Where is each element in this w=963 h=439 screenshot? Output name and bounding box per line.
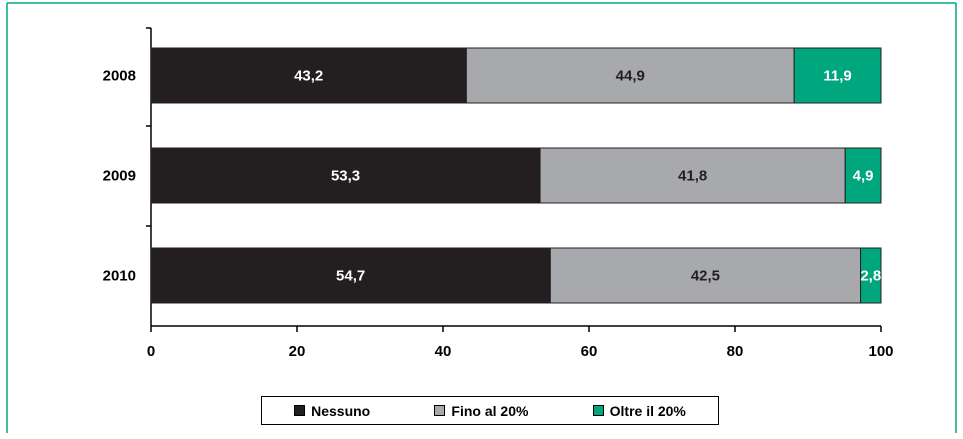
bar-value-label: 54,7 <box>336 268 365 285</box>
bar-value-label: 11,9 <box>823 68 851 85</box>
bar-segment <box>844 147 882 204</box>
chart-legend: Nessuno Fino al 20% Oltre il 20% <box>261 396 719 425</box>
bar-segment <box>150 247 551 304</box>
x-tick-label: 60 <box>581 343 598 360</box>
legend-item-oltre-il-20: Oltre il 20% <box>592 402 686 419</box>
legend-swatch <box>434 405 446 416</box>
legend-swatch <box>592 405 604 416</box>
y-category-label: 2010 <box>103 268 136 285</box>
y-category-label: 2009 <box>103 168 136 185</box>
x-tick-label: 0 <box>147 343 155 360</box>
legend-label: Fino al 20% <box>451 402 529 419</box>
legend-label: Oltre il 20% <box>609 402 686 419</box>
x-tick-label: 80 <box>727 343 744 360</box>
y-category-label: 2008 <box>103 68 136 85</box>
legend-label: Nessuno <box>311 402 371 419</box>
bar-value-label: 43,2 <box>294 68 323 85</box>
legend-item-fino-al-20: Fino al 20% <box>434 403 528 419</box>
x-tick-label: 100 <box>868 343 893 360</box>
bar-segment <box>793 47 882 104</box>
legend-swatch <box>294 405 306 416</box>
bar-value-label: 53,3 <box>331 168 360 185</box>
x-tick-label: 40 <box>435 343 452 360</box>
bar-segment <box>539 147 846 204</box>
bar-value-label: 44,9 <box>616 68 645 85</box>
bar-segment <box>549 247 862 304</box>
bar-segment <box>860 247 882 304</box>
x-tick-label: 20 <box>289 343 306 360</box>
bar-value-label: 42,5 <box>691 268 720 285</box>
bar-value-label: 4,9 <box>853 168 874 185</box>
bar-value-label: 2,8 <box>860 268 881 285</box>
legend-item-nessuno: Nessuno <box>294 403 370 419</box>
bar-value-label: 41,8 <box>678 168 707 185</box>
